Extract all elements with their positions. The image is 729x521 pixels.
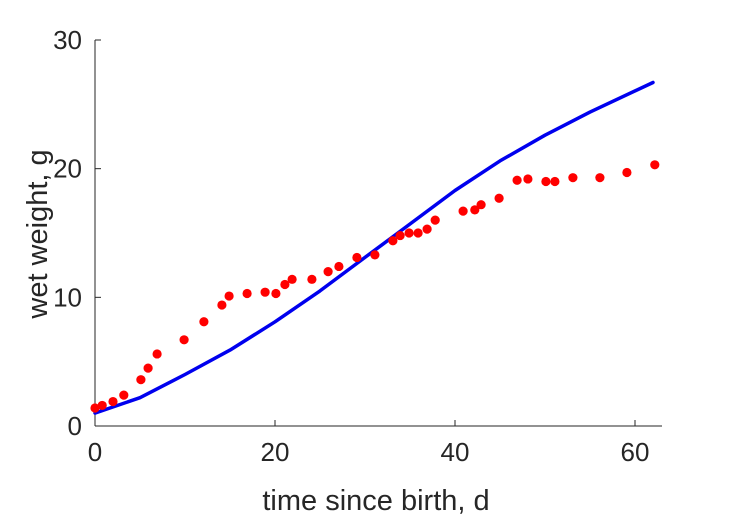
tick-group: 0 20 40 60 0 10 20 30 [53,25,649,467]
data-point [470,205,480,215]
data-point [595,173,605,183]
data-point [136,375,146,385]
x-axis-label: time since birth, d [262,485,489,517]
data-point [458,206,468,216]
x-tick-label: 40 [441,437,470,467]
data-point [476,200,486,210]
y-tick-label: 0 [68,411,82,441]
data-point [430,215,440,225]
data-point [224,291,234,301]
data-point [179,335,189,345]
data-point [217,300,227,310]
data-point [568,173,578,183]
data-point [422,224,432,234]
y-axis-label: wet weight, g [22,149,54,319]
y-tick-label: 30 [53,25,82,55]
data-point [395,230,405,241]
data-point [90,403,100,413]
data-point [260,287,270,297]
x-tick-label: 0 [88,437,102,467]
data-point [650,160,660,170]
data-point [97,400,107,411]
data-point [388,236,398,246]
data-point [242,288,252,299]
data-point [334,261,344,272]
data-point [352,252,362,263]
data-point [550,176,560,187]
data-point [271,288,281,299]
data-point [143,363,153,373]
data-point [523,174,533,184]
y-tick-label: 10 [53,282,82,312]
data-point [280,279,290,290]
data-point [541,176,551,187]
data-point [413,228,423,238]
data-point [152,349,162,359]
data-point [370,250,380,260]
x-tick-label: 60 [621,437,650,467]
model-fit-line [93,80,655,415]
axes [94,40,662,427]
data-point [119,390,129,400]
data-point [287,274,297,284]
data-point [307,274,317,284]
data-point [622,167,632,178]
data-point [323,267,333,277]
x-tick-label: 20 [261,437,290,467]
y-tick-label: 20 [53,154,82,184]
data-point [108,396,118,407]
data-point [404,228,414,238]
data-point [494,193,504,203]
data-point [199,317,209,327]
plot-area [90,80,660,415]
data-point [512,175,522,185]
